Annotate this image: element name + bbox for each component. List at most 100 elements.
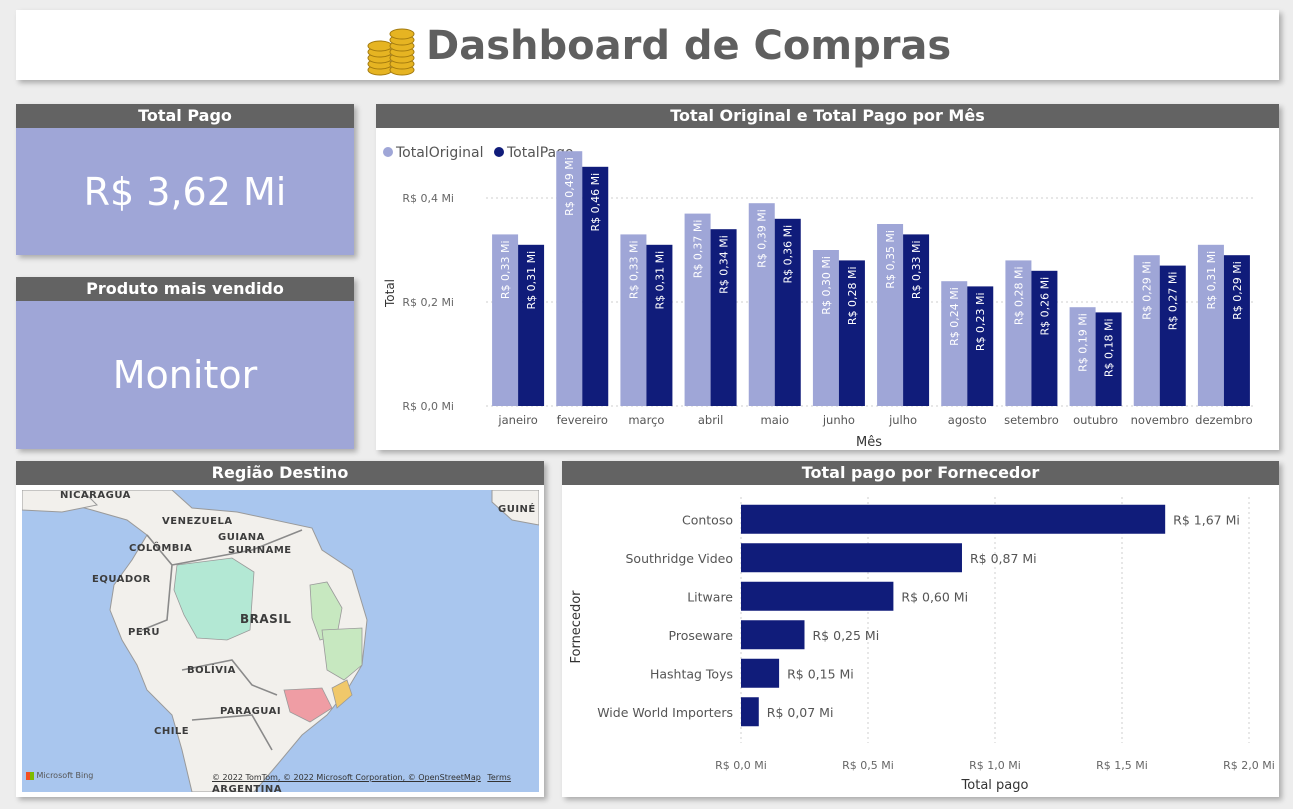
data-label-totalpago: R$ 0,31 Mi xyxy=(653,251,666,310)
bar-totalpago-dezembro[interactable] xyxy=(1223,255,1250,406)
kpi-produto-title: Produto mais vendido xyxy=(16,277,354,301)
x-tick-label: outubro xyxy=(1073,413,1118,427)
map-label-nicaragua: NICARÁGUA xyxy=(60,490,131,501)
bar-hashtag-toys[interactable] xyxy=(741,658,780,688)
map-attribution-text[interactable]: © 2022 TomTom, © 2022 Microsoft Corporat… xyxy=(212,773,481,782)
bar-totaloriginal-dezembro[interactable] xyxy=(1197,244,1224,406)
bar-totaloriginal-junho[interactable] xyxy=(812,250,839,406)
data-label-totalpago: R$ 0,27 Mi xyxy=(1167,272,1180,331)
legend-label-totaloriginal[interactable]: TotalOriginal xyxy=(395,145,483,161)
region-amazonas xyxy=(173,557,255,641)
bar-totalpago-agosto[interactable] xyxy=(967,286,994,406)
data-label-totaloriginal: R$ 0,31 Mi xyxy=(1205,251,1218,310)
legend-marker-totaloriginal xyxy=(383,147,393,157)
kpi-total-pago[interactable]: Total Pago R$ 3,62 Mi xyxy=(16,104,354,255)
bar-totaloriginal-novembro[interactable] xyxy=(1133,255,1160,406)
map-label-peru: PERU xyxy=(128,627,160,638)
bar-totalpago-outubro[interactable] xyxy=(1095,312,1122,406)
x-tick-label: fevereiro xyxy=(557,413,608,427)
supplier-chart-title: Total pago por Fornecedor xyxy=(562,461,1279,485)
bar-totaloriginal-fevereiro[interactable] xyxy=(556,151,583,406)
monthly-chart-title: Total Original e Total Pago por Mês xyxy=(376,104,1279,128)
region-rj xyxy=(331,679,353,709)
x-tick-label: setembro xyxy=(1004,413,1059,427)
data-label: R$ 1,67 Mi xyxy=(1173,512,1240,527)
bar-proseware[interactable] xyxy=(741,620,805,650)
data-label-totalpago: R$ 0,33 Mi xyxy=(910,240,923,299)
data-label-totalpago: R$ 0,18 Mi xyxy=(1103,318,1116,377)
x-tick-label: março xyxy=(628,413,664,427)
x-tick-label: R$ 2,0 Mi xyxy=(1223,759,1275,772)
data-label-totaloriginal: R$ 0,49 Mi xyxy=(563,157,576,216)
y-tick-label: Proseware xyxy=(669,628,734,643)
data-label-totalpago: R$ 0,46 Mi xyxy=(589,173,602,232)
microsoft-logo-icon xyxy=(26,771,34,780)
monthly-chart-card[interactable]: Total Original e Total Pago por Mês Tota… xyxy=(376,104,1279,450)
map-label-brasil: BRASIL xyxy=(240,612,292,626)
data-label-totaloriginal: R$ 0,30 Mi xyxy=(820,256,833,315)
page-title: Dashboard de Compras xyxy=(426,23,952,69)
data-label-totaloriginal: R$ 0,29 Mi xyxy=(1141,261,1154,320)
bar-southridge-video[interactable] xyxy=(741,543,962,573)
x-tick-label: janeiro xyxy=(497,413,537,427)
title-card: Dashboard de Compras xyxy=(16,10,1279,80)
map-attribution: © 2022 TomTom, © 2022 Microsoft Corporat… xyxy=(212,773,511,782)
data-label-totalpago: R$ 0,34 Mi xyxy=(718,235,731,294)
bar-totalpago-janeiro[interactable] xyxy=(518,244,545,406)
data-label-totaloriginal: R$ 0,24 Mi xyxy=(948,287,961,346)
data-label: R$ 0,87 Mi xyxy=(970,551,1037,566)
bar-totaloriginal-março[interactable] xyxy=(620,234,647,406)
bar-totalpago-julho[interactable] xyxy=(903,234,930,406)
bar-litware[interactable] xyxy=(741,581,894,611)
bar-totalpago-abril[interactable] xyxy=(710,229,737,406)
country-borders xyxy=(141,529,303,751)
map-canvas[interactable]: NICARÁGUA VENEZUELA GUIANA SURINAME GUIN… xyxy=(22,490,539,792)
map-label-bolivia: BOLÍVIA xyxy=(187,665,236,676)
supplier-chart[interactable]: R$ 0,0 Mi R$ 0,5 Mi R$ 1,0 Mi R$ 1,5 Mi R$ 2… xyxy=(562,485,1279,797)
map-card[interactable]: Região Destino NICARÁGUA VENEZUELA GUIAN… xyxy=(16,461,544,797)
data-label-totalpago: R$ 0,31 Mi xyxy=(525,251,538,310)
bar-totalpago-fevereiro[interactable] xyxy=(582,166,609,406)
bar-totalpago-maio[interactable] xyxy=(774,218,801,406)
map-label-equador: EQUADOR xyxy=(92,574,151,585)
bar-totaloriginal-agosto[interactable] xyxy=(941,281,968,406)
x-axis-title: Total pago xyxy=(961,778,1029,793)
bar-totaloriginal-abril[interactable] xyxy=(684,213,711,406)
bar-totaloriginal-julho[interactable] xyxy=(877,224,904,406)
data-label-totalpago: R$ 0,36 Mi xyxy=(782,225,795,284)
map-shapes xyxy=(22,490,539,792)
x-axis-title: Mês xyxy=(856,435,882,450)
bar-wide-world-importers[interactable] xyxy=(741,697,759,727)
data-label-totalpago: R$ 0,26 Mi xyxy=(1038,277,1051,336)
map-label-suriname: SURINAME xyxy=(228,545,292,556)
x-tick-label: R$ 1,5 Mi xyxy=(1096,759,1148,772)
central-america-land xyxy=(22,490,99,513)
bar-totaloriginal-maio[interactable] xyxy=(748,203,775,406)
region-east xyxy=(321,627,363,681)
kpi-produto[interactable]: Produto mais vendido Monitor xyxy=(16,277,354,449)
x-tick-label: R$ 1,0 Mi xyxy=(969,759,1021,772)
kpi-total-pago-title: Total Pago xyxy=(16,104,354,128)
map-label-guine: GUINÉ xyxy=(498,504,536,515)
data-label: R$ 0,07 Mi xyxy=(767,705,834,720)
bar-totaloriginal-outubro[interactable] xyxy=(1069,307,1096,406)
bar-totalpago-março[interactable] xyxy=(646,244,673,406)
bar-totalpago-setembro[interactable] xyxy=(1031,270,1058,406)
legend-marker-totalpago xyxy=(494,147,504,157)
y-axis-title: Fornecedor xyxy=(569,590,584,664)
supplier-chart-card[interactable]: Total pago por Fornecedor R$ 0,0 Mi R$ 0,… xyxy=(562,461,1279,797)
bar-totalpago-novembro[interactable] xyxy=(1159,265,1186,406)
bing-brand: Microsoft Bing xyxy=(36,771,94,780)
data-label-totaloriginal: R$ 0,33 Mi xyxy=(499,240,512,299)
bar-totaloriginal-janeiro[interactable] xyxy=(492,234,519,406)
data-label: R$ 0,25 Mi xyxy=(813,628,880,643)
y-tick-label: Southridge Video xyxy=(626,551,734,566)
coins-icon xyxy=(367,28,415,76)
bar-totalpago-junho[interactable] xyxy=(838,260,865,406)
bar-totaloriginal-setembro[interactable] xyxy=(1005,260,1032,406)
x-tick-label: junho xyxy=(822,413,855,427)
x-tick-label: maio xyxy=(761,413,789,427)
bar-contoso[interactable] xyxy=(741,504,1166,534)
map-terms-link[interactable]: Terms xyxy=(487,773,511,782)
